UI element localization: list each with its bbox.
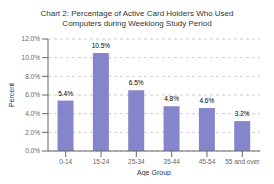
svg-text:15-24: 15-24 [93,158,110,165]
svg-text:Age Group: Age Group [137,169,171,177]
svg-text:3.2%: 3.2% [235,110,250,117]
svg-text:55 and over: 55 and over [225,158,260,165]
svg-text:8.0%: 8.0% [25,73,40,80]
svg-text:6.5%: 6.5% [129,79,144,86]
svg-text:5.4%: 5.4% [58,90,73,97]
html-text:Chart 2: Percentage of Active: Chart 2: Percentage of Active Card Holde… [40,9,234,18]
svg-text:4.6%: 4.6% [199,97,214,104]
svg-text:0-14: 0-14 [59,158,72,165]
svg-text:35-44: 35-44 [163,158,180,165]
svg-text:2.0%: 2.0% [25,129,40,136]
svg-text:45-54: 45-54 [199,158,216,165]
html-text:Computers during Weeklong Stud: Computers during Weeklong Study Period [62,19,212,28]
svg-text:25-34: 25-34 [128,158,145,165]
svg-text:Percent: Percent [8,83,15,107]
svg-text:4.0%: 4.0% [25,110,40,117]
svg-text:12.0%: 12.0% [22,35,41,42]
svg-text:6.0%: 6.0% [25,91,40,98]
svg-text:0.0%: 0.0% [25,147,40,154]
svg-text:10.5%: 10.5% [92,42,111,49]
svg-text:4.8%: 4.8% [164,95,179,102]
svg-text:10.0%: 10.0% [22,54,41,61]
